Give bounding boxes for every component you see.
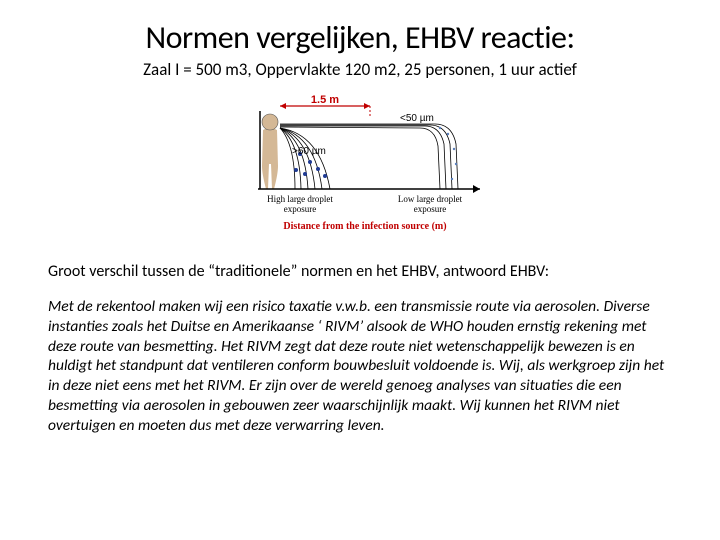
droplet-exposure-figure: 1.5 m <box>230 94 490 244</box>
figure-svg: 1.5 m <box>230 94 490 244</box>
right-caption-line1: Low large droplet <box>398 194 463 204</box>
figure-container: 1.5 m <box>48 94 672 244</box>
body-text: Met de rekentool maken wij een risico ta… <box>48 297 672 436</box>
intro-text: Groot verschil tussen de “traditionele” … <box>48 262 672 281</box>
page-title: Normen vergelijken, EHBV reactie: <box>48 18 672 57</box>
upper-size-label: <50 µm <box>400 113 434 124</box>
x-axis-label: Distance from the infection source (m) <box>283 221 446 232</box>
right-caption-line2: exposure <box>414 204 447 214</box>
subtitle: Zaal I = 500 m3, Oppervlakte 120 m2, 25 … <box>48 59 672 80</box>
lower-size-label: >60 µm <box>292 146 326 157</box>
left-caption-line2: exposure <box>284 204 317 214</box>
dimension-label: 1.5 m <box>311 94 339 106</box>
left-caption-line1: High large droplet <box>267 194 333 204</box>
